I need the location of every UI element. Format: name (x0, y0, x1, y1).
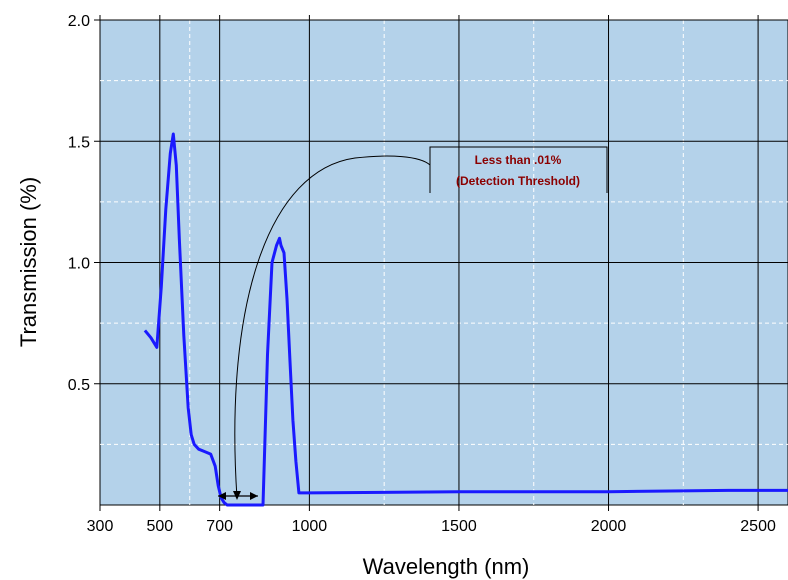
annotation-line-2: (Detection Threshold) (456, 174, 580, 188)
y-axis-title: Transmission (%) (16, 177, 41, 347)
major-grid (100, 19, 788, 505)
series-line (143, 132, 788, 507)
x-tick-label: 500 (146, 518, 173, 535)
x-tick-label: 2000 (591, 518, 627, 535)
arrow-head-right (250, 492, 258, 500)
annotation: Less than .01% (Detection Threshold) (218, 146, 608, 500)
annotation-arc (234, 155, 431, 499)
annotation-line-1: Less than .01% (475, 153, 562, 167)
y-tick-label: 1.5 (68, 134, 90, 151)
y-tick-label: 2.0 (68, 13, 90, 30)
minor-grid (100, 20, 788, 505)
annotation-bracket (429, 146, 608, 193)
arrow-head-down (233, 491, 241, 500)
x-tick-label: 2500 (740, 518, 776, 535)
y-tick-label: 0.5 (68, 377, 90, 394)
x-tick-label: 1000 (292, 518, 328, 535)
x-tick-label: 300 (87, 518, 114, 535)
x-tick-labels: 300 500 700 1000 1500 2000 2500 (87, 518, 776, 535)
axis-ticks (94, 15, 759, 511)
x-tick-label: 1500 (441, 518, 477, 535)
y-tick-label: 1.0 (68, 256, 90, 273)
x-axis-title: Wavelength (nm) (363, 554, 530, 579)
y-tick-labels: 0.5 1.0 1.5 2.0 (68, 13, 90, 394)
arrow-head-left (218, 492, 226, 500)
x-tick-label: 700 (206, 518, 233, 535)
